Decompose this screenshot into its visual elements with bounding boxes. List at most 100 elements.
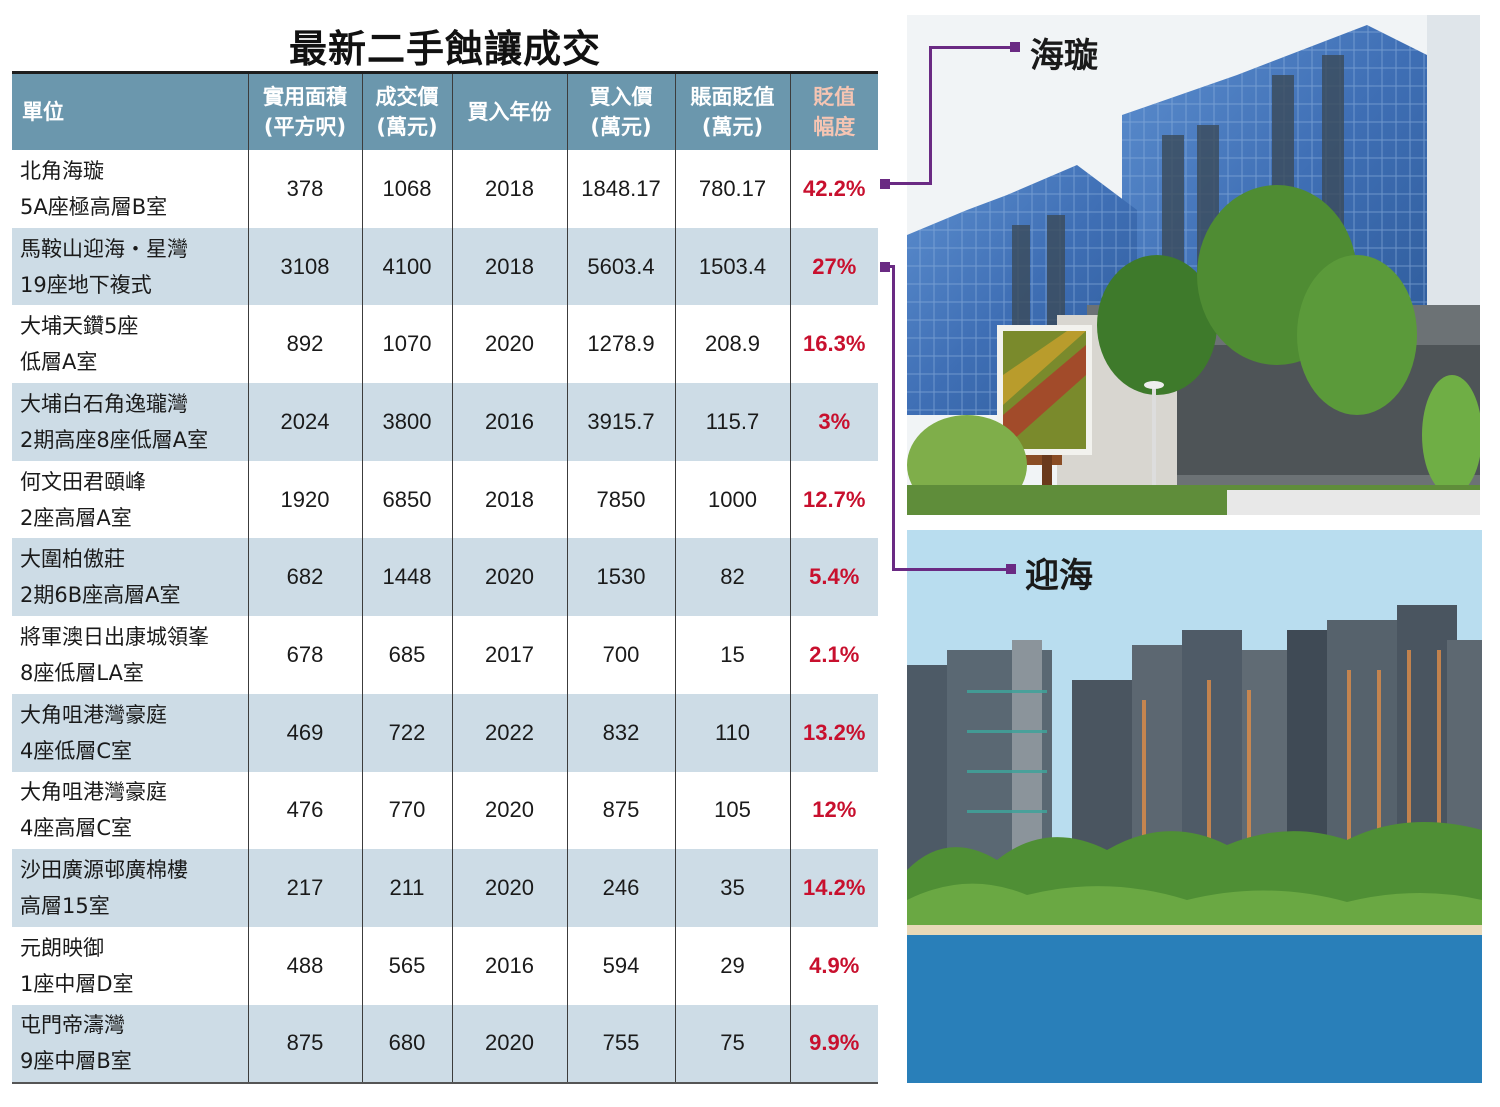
loss-cell: 1503.4 [674,227,790,306]
unit-flat-detail: 8座低層LA室 [20,660,144,685]
loss-cell: 1000 [674,460,790,539]
year-cell: 2018 [451,460,567,539]
loss-pct-cell: 13.2% [789,693,878,772]
buy-price-cell: 7850 [566,460,675,539]
unit-estate-name: 大圍柏傲莊 [20,547,125,572]
loss-cell: 29 [674,926,790,1005]
area-cell: 875 [247,1004,362,1084]
loss-cell: 208.9 [674,305,790,384]
loss-pct-cell: 12% [789,771,878,850]
unit-estate-name: 大角咀港灣豪庭 [20,702,167,727]
buy-price-cell: 700 [566,616,675,694]
table-row: 大埔天鑽5座 低層A室 892 1070 2020 1278.9 208.9 16.3% [12,305,878,384]
connector-line-top-vertical [929,46,932,185]
unit-estate-name: 屯門帝濤灣 [20,1013,125,1038]
table-row: 北角海璇 5A座極高層B室 378 1068 2018 1848.17 780.17 42.2… [12,150,878,228]
unit-flat-detail: 2座高層A室 [20,505,132,530]
unit-cell: 大角咀港灣豪庭 4座低層C室 [12,694,248,772]
price-cell: 1448 [361,538,452,617]
year-cell: 2022 [451,693,567,772]
table-row: 馬鞍山迎海・星灣 19座地下複式 3108 4100 2018 5603.4 1503.4 2… [12,227,878,306]
buy-price-cell: 755 [566,1004,675,1084]
year-cell: 2020 [451,1004,567,1084]
unit-estate-name: 大埔天鑽5座 [20,314,139,339]
buy-price-cell: 246 [566,849,675,927]
area-cell: 2024 [247,383,362,461]
waterfront-towers-illustration [907,530,1482,1083]
loss-pct-cell: 16.3% [789,305,878,384]
loss-pct-cell: 14.2% [789,849,878,927]
photo-the-southside-building [907,15,1480,515]
loss-cell: 82 [674,538,790,617]
unit-flat-detail: 低層A室 [20,350,98,375]
loss-cell: 15 [674,616,790,694]
unit-estate-name: 大埔白石角逸瓏灣 [20,391,188,416]
buy-price-cell: 1530 [566,538,675,617]
buy-price-cell: 1848.17 [566,150,675,228]
area-cell: 476 [247,771,362,850]
unit-flat-detail: 9座中層B室 [20,1049,132,1074]
header-unit: 單位 [22,100,64,124]
buy-price-cell: 3915.7 [566,383,675,461]
area-cell: 378 [247,150,362,228]
unit-cell: 元朗映御 1座中層D室 [12,927,248,1005]
price-cell: 565 [361,926,452,1005]
caption-double-cove: 迎海 [1025,556,1093,596]
unit-cell: 大圍柏傲莊 2期6B座高層A室 [12,538,248,616]
unit-cell: 沙田廣源邨廣棉樓 高層15室 [12,849,248,927]
connector-marker-end-top [1010,42,1020,52]
unit-flat-detail: 4座低層C室 [20,738,133,763]
unit-estate-name: 將軍澳日出康城領峯 [20,624,209,649]
year-cell: 2016 [451,383,567,461]
unit-cell: 馬鞍山迎海・星灣 19座地下複式 [12,228,248,306]
loss-pct-cell: 9.9% [789,1004,878,1084]
unit-estate-name: 北角海璇 [20,158,104,183]
unit-estate-name: 元朗映御 [20,935,104,960]
loss-cell: 780.17 [674,150,790,228]
table-row: 大埔白石角逸瓏灣 2期高座8座低層A室 2024 3800 2016 3915.7 115.… [12,383,878,461]
table-row: 大角咀港灣豪庭 4座高層C室 476 770 2020 875 105 12% [12,771,878,850]
connector-marker-start-top [880,179,890,189]
year-cell: 2020 [451,305,567,384]
loss-pct-cell: 12.7% [789,460,878,539]
table-row: 大角咀港灣豪庭 4座低層C室 469 722 2022 832 110 13.2% [12,693,878,772]
price-cell: 211 [361,849,452,927]
price-cell: 680 [361,1004,452,1084]
year-cell: 2018 [451,227,567,306]
buy-price-cell: 594 [566,926,675,1005]
year-cell: 2017 [451,616,567,694]
unit-cell: 大角咀港灣豪庭 4座高層C室 [12,772,248,850]
loss-cell: 75 [674,1004,790,1084]
table-row: 將軍澳日出康城領峯 8座低層LA室 678 685 2017 700 15 2.1% [12,616,878,694]
unit-estate-name: 大角咀港灣豪庭 [20,780,167,805]
unit-cell: 屯門帝濤灣 9座中層B室 [12,1005,248,1084]
loss-pct-cell: 42.2% [789,150,878,228]
loss-pct-cell: 5.4% [789,538,878,617]
unit-flat-detail: 1座中層D室 [20,971,134,996]
unit-cell: 北角海璇 5A座極高層B室 [12,150,248,228]
unit-flat-detail: 高層15室 [20,894,110,919]
caption-the-southside: 海璇 [1030,36,1098,76]
price-cell: 4100 [361,227,452,306]
unit-cell: 大埔白石角逸瓏灣 2期高座8座低層A室 [12,383,248,461]
table-row: 大圍柏傲莊 2期6B座高層A室 682 1448 2020 1530 82 5.4% [12,538,878,617]
table-row: 何文田君頤峰 2座高層A室 1920 6850 2018 7850 1000 12.7% [12,460,878,539]
loss-pct-cell: 3% [789,383,878,461]
connector-marker-start-bottom [880,262,890,272]
loss-pct-cell: 27% [789,227,878,306]
transactions-table-wrap: 單位 實用面積 (平方呎) 成交價 (萬元) 買入年份 買入價 (萬元) 賬面貶值 (萬… [12,71,878,1084]
loss-pct-cell: 2.1% [789,616,878,694]
header-year: 買入年份 [451,72,567,150]
unit-estate-name: 沙田廣源邨廣棉樓 [20,858,188,883]
header-price: 成交價 (萬元) [361,72,452,150]
unit-flat-detail: 4座高層C室 [20,816,133,841]
price-cell: 6850 [361,460,452,539]
price-cell: 770 [361,771,452,850]
buy-price-cell: 5603.4 [566,227,675,306]
header-area: 實用面積 (平方呎) [247,72,362,150]
year-cell: 2016 [451,926,567,1005]
price-cell: 1070 [361,305,452,384]
area-cell: 488 [247,926,362,1005]
year-cell: 2018 [451,150,567,228]
year-cell: 2020 [451,771,567,850]
